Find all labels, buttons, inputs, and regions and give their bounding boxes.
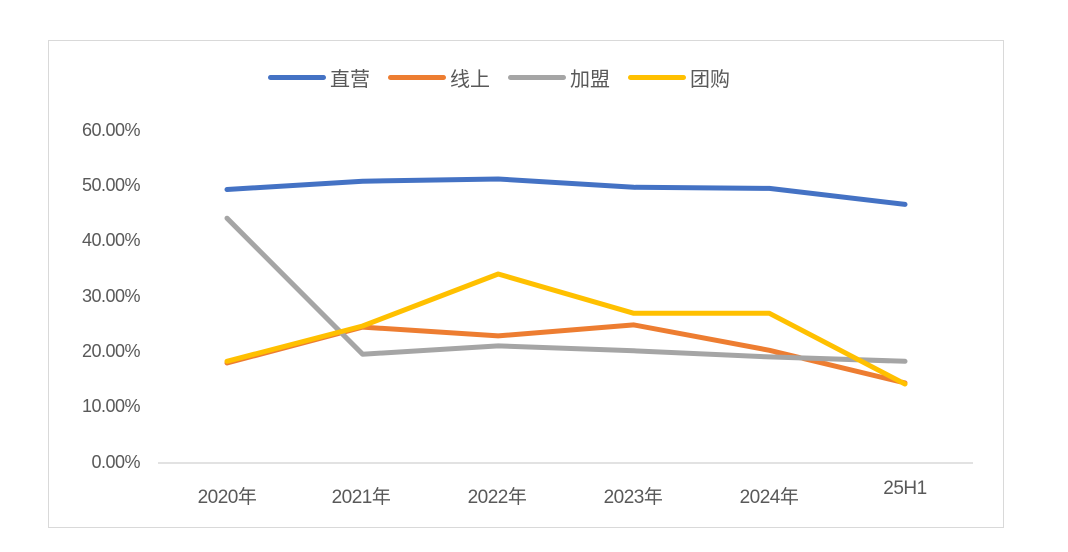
y-tick-label: 10.00% [81,396,141,416]
legend-item-franchise[interactable]: 加盟 [508,63,610,92]
x-tick-label: 2021年 [331,487,391,508]
legend-line-icon [508,74,566,80]
x-tick-label: 2020年 [197,487,257,508]
y-tick-label: 40.00% [81,230,141,250]
series-line-2[interactable] [224,215,908,364]
y-tick-label: 30.00% [81,286,141,306]
legend-label: 线上 [450,66,490,91]
legend-item-group-buy[interactable]: 团购 [628,63,730,92]
x-tick-label: 2022年 [467,487,527,508]
legend-line-icon [628,74,686,80]
legend-label: 直营 [330,66,370,91]
y-tick-label: 20.00% [81,341,141,361]
y-tick-label: 60.00% [81,120,141,140]
x-tick-label: 2024年 [739,487,799,508]
x-tick-label: 2023年 [603,487,663,508]
series-line-0[interactable] [224,176,908,207]
legend-line-icon [388,74,446,80]
legend-item-direct[interactable]: 直营 [268,63,370,92]
series-line-3[interactable] [224,271,908,387]
legend-label: 加盟 [570,66,610,91]
legend-line-icon [268,74,326,80]
chart-legend: 直营 线上 加盟 团购 [268,62,748,92]
y-tick-label: 0.00% [91,452,140,472]
y-tick-label: 50.00% [81,175,141,195]
legend-item-online[interactable]: 线上 [388,63,490,92]
series-layer [224,176,908,387]
legend-label: 团购 [690,66,730,91]
x-tick-label: 25H1 [883,478,927,499]
